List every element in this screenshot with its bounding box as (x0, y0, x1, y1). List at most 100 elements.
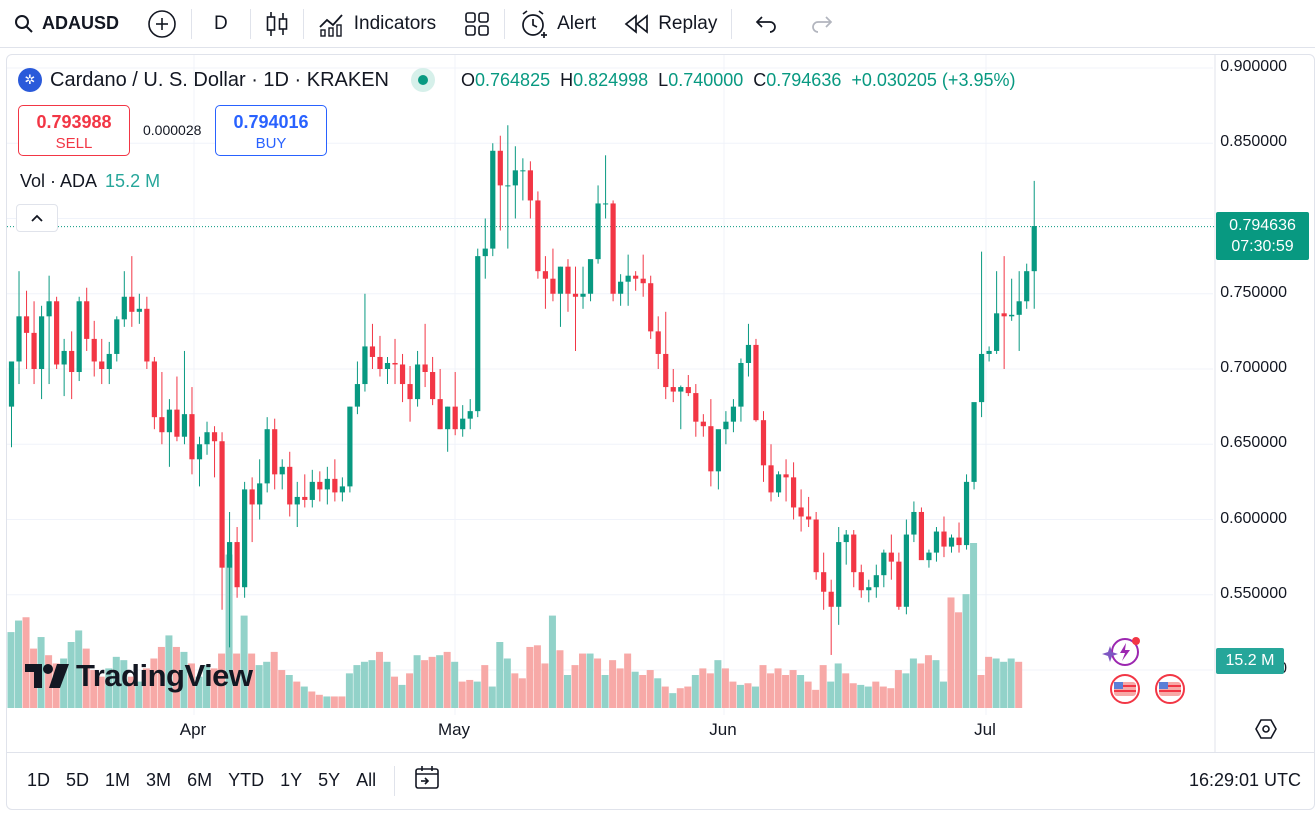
symbol-search-button[interactable]: ADAUSD (0, 0, 133, 48)
volume-bar (548, 615, 556, 708)
range-3m-button[interactable]: 3M (146, 770, 172, 790)
last-price-tag: 0.794636 07:30:59 (1216, 212, 1309, 260)
alert-label: Alert (557, 12, 597, 34)
candle-body (602, 203, 609, 205)
candle-body (181, 414, 188, 437)
chart-pane[interactable] (6, 54, 1315, 810)
candle-body (888, 552, 894, 562)
range-5y-button[interactable]: 5Y (318, 770, 341, 790)
volume-bar (338, 696, 346, 708)
indicators-button[interactable]: Indicators (304, 0, 450, 48)
range-all-button[interactable]: All (356, 770, 377, 790)
price-axis-label: 0.600000 (1220, 510, 1287, 527)
volume-bar (315, 694, 323, 708)
candle-body (610, 203, 616, 294)
candle-body (587, 259, 594, 294)
candle-body (362, 346, 368, 385)
volume-bar (308, 691, 316, 708)
candle-body (279, 466, 285, 475)
candle-body (272, 429, 278, 475)
candle-body (317, 481, 323, 490)
grid-icon (465, 11, 489, 36)
candle-body (790, 477, 797, 508)
chart-type-button[interactable] (251, 0, 303, 48)
candle-body (452, 406, 458, 430)
rewind-icon (624, 13, 649, 34)
chevron-up-icon (31, 214, 43, 222)
volume-bar (458, 681, 466, 708)
compare-button[interactable] (133, 0, 191, 48)
candle-body (309, 481, 315, 500)
buy-button[interactable]: 0.794016 BUY (215, 105, 327, 156)
candle-body (121, 296, 127, 320)
candle-body (738, 362, 744, 407)
templates-button[interactable] (450, 0, 504, 48)
volume-bar (601, 675, 609, 708)
collapse-legend-button[interactable] (16, 204, 58, 232)
range-1d-button[interactable]: 1D (27, 770, 51, 790)
candle-body (858, 572, 864, 591)
volume-bar (797, 675, 805, 708)
us-economic-event-marker[interactable] (1105, 673, 1145, 710)
volume-bar (782, 675, 790, 708)
top-toolbar: ADAUSD D Indicators Alert Replay (0, 0, 1315, 48)
ai-event-marker[interactable] (1102, 636, 1142, 673)
volume-bar (97, 676, 105, 708)
candle-body (84, 301, 90, 339)
range-1y-button[interactable]: 1Y (280, 770, 303, 790)
axis-settings-button[interactable] (1255, 718, 1277, 745)
volume-bar (646, 670, 654, 708)
candle-body (655, 331, 661, 354)
range-ytd-button[interactable]: YTD (228, 770, 265, 790)
volume-bar (518, 678, 526, 708)
range-6m-button[interactable]: 6M (187, 770, 213, 790)
volume-bar (970, 543, 978, 708)
range-1m-button[interactable]: 1M (105, 770, 131, 790)
candle-body (678, 387, 684, 392)
volume-bar (30, 648, 38, 708)
replay-button[interactable]: Replay (610, 0, 731, 48)
volume-bar (586, 653, 594, 708)
alert-button[interactable]: Alert (505, 0, 610, 48)
volume-bar (481, 665, 489, 708)
candle-body (324, 478, 330, 490)
toolbar-divider (731, 8, 733, 39)
candle-body (986, 350, 992, 354)
undo-button[interactable] (732, 0, 800, 48)
utc-clock[interactable]: 16:29:01 UTC (1188, 770, 1301, 790)
candle-body (204, 432, 210, 445)
volume-bar (240, 615, 248, 708)
volume-bar (511, 673, 519, 708)
candle-body (911, 511, 917, 535)
volume-bar (165, 635, 173, 708)
go-to-date-button[interactable] (405, 764, 451, 797)
time-axis-label: Jul (974, 720, 996, 739)
volume-bar (451, 661, 459, 708)
range-5d-button[interactable]: 5D (66, 770, 90, 790)
us-economic-event-marker[interactable] (1150, 673, 1190, 710)
candle-body (234, 542, 240, 588)
candle-body (399, 364, 406, 385)
volume-bar (744, 683, 752, 708)
redo-button[interactable] (800, 0, 844, 48)
candle-body (565, 266, 571, 294)
volume-bar (120, 660, 128, 708)
volume-bar (729, 681, 737, 708)
candle-body (249, 489, 255, 505)
candle-body (99, 361, 105, 369)
volume-bar (541, 663, 549, 708)
candlestick-chart[interactable] (7, 55, 1315, 810)
candle-body (377, 356, 383, 369)
volume-bar (789, 670, 797, 708)
interval-button[interactable]: D (192, 0, 250, 48)
candle-body (437, 399, 443, 430)
candle-body (595, 203, 601, 260)
volume-bar (368, 660, 376, 708)
volume-bar (488, 686, 496, 708)
volume-bar (947, 597, 955, 708)
tradingview-watermark: TradingView (24, 658, 253, 694)
candle-body (414, 364, 421, 400)
volume-bar (105, 668, 113, 708)
candle-body (497, 150, 503, 186)
sell-button[interactable]: 0.793988 SELL (18, 105, 130, 156)
